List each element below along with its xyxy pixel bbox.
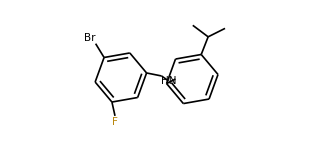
Text: HN: HN	[161, 76, 176, 86]
Text: F: F	[112, 117, 118, 127]
Text: Br: Br	[84, 33, 96, 43]
